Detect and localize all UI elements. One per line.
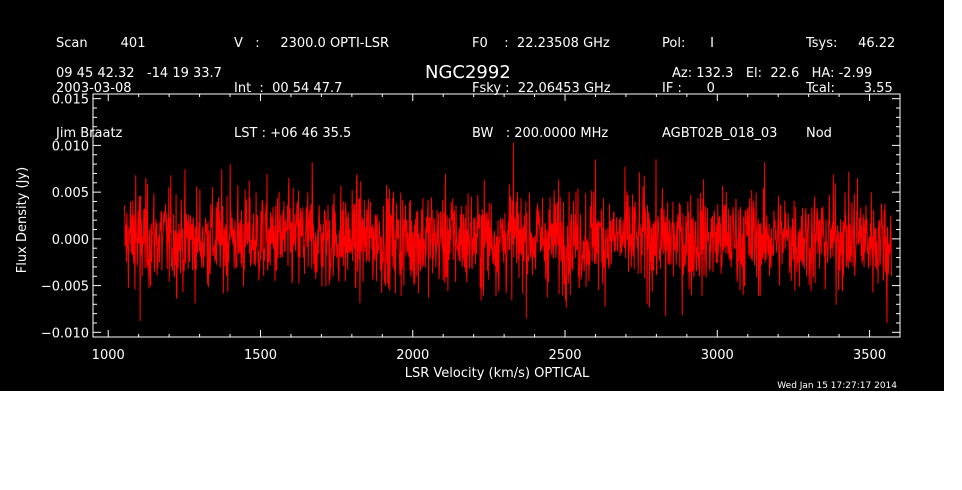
velocity-info: V : 2300.0 OPTI-LSR Int : 00 54 47.7 LST… [234, 6, 389, 171]
plot-panel: Scan 401 2003-03-08 Jim Braatz V : 2300.… [0, 0, 944, 391]
f0-line: F0 : 22.23508 GHz [472, 36, 610, 51]
y-tick-label: −0.005 [41, 280, 89, 295]
x-tick-label: 2500 [548, 348, 581, 363]
if-line: IF : 0 [662, 81, 715, 96]
bandwidth-line: BW : 200.0000 MHz [472, 126, 609, 141]
y-axis-label: Flux Density (Jy) [15, 167, 30, 273]
x-tick-label: 2000 [396, 348, 429, 363]
polarization-info: Pol: I IF : 0 AGBT02B_018_03 [662, 6, 777, 171]
spectrum-chart: 1000 1500 2000 2500 3000 3500 −0.010 −0.005 0.00… [15, 93, 901, 381]
system-temp-info: Tsys: 46.22 Tcal: 3.55 Nod [806, 6, 895, 171]
chart-title: NGC2992 [425, 62, 511, 83]
velocity-line: V : 2300.0 OPTI-LSR [234, 36, 390, 51]
tcal-line: Tcal: 3.55 [806, 81, 893, 96]
mode-line: Nod [806, 126, 832, 141]
x-tick-label: 1500 [244, 348, 277, 363]
tsys-line: Tsys: 46.22 [806, 36, 896, 51]
plot-frame [92, 93, 901, 338]
integration-line: Int : 00 54 47.7 [234, 81, 343, 96]
y-tick-label: 0.000 [52, 233, 89, 248]
spectrum-line [123, 142, 892, 324]
y-tick-label: 0.005 [52, 186, 89, 201]
x-tick-label: 1000 [92, 348, 125, 363]
date-line: 2003-03-08 [56, 81, 132, 96]
lst-line: LST : +06 46 35.5 [234, 126, 352, 141]
y-tick-label: −0.010 [41, 326, 89, 341]
x-tick-label: 3000 [701, 348, 734, 363]
frequency-info: F0 : 22.23508 GHz Fsky : 22.06453 GHz BW… [472, 6, 611, 171]
x-tick-label: 3500 [853, 348, 886, 363]
x-axis-label: LSR Velocity (km/s) OPTICAL [405, 366, 590, 381]
source-coordinates: 09 45 42.32 -14 19 33.7 [56, 66, 222, 81]
scan-line: Scan 401 [56, 36, 146, 51]
az-el-ha: Az: 132.3 El: 22.6 HA: -2.99 [672, 66, 873, 81]
pol-line: Pol: I [662, 36, 714, 51]
fsky-line: Fsky : 22.06453 GHz [472, 81, 611, 96]
observer-line: Jim Braatz [56, 126, 123, 141]
y-tick-label: 0.015 [52, 93, 89, 108]
project-line: AGBT02B_018_03 [662, 126, 778, 141]
y-tick-label: 0.010 [52, 139, 89, 154]
timestamp: Wed Jan 15 17:27:17 2014 [777, 381, 897, 391]
scan-info: Scan 401 2003-03-08 Jim Braatz [56, 6, 145, 171]
